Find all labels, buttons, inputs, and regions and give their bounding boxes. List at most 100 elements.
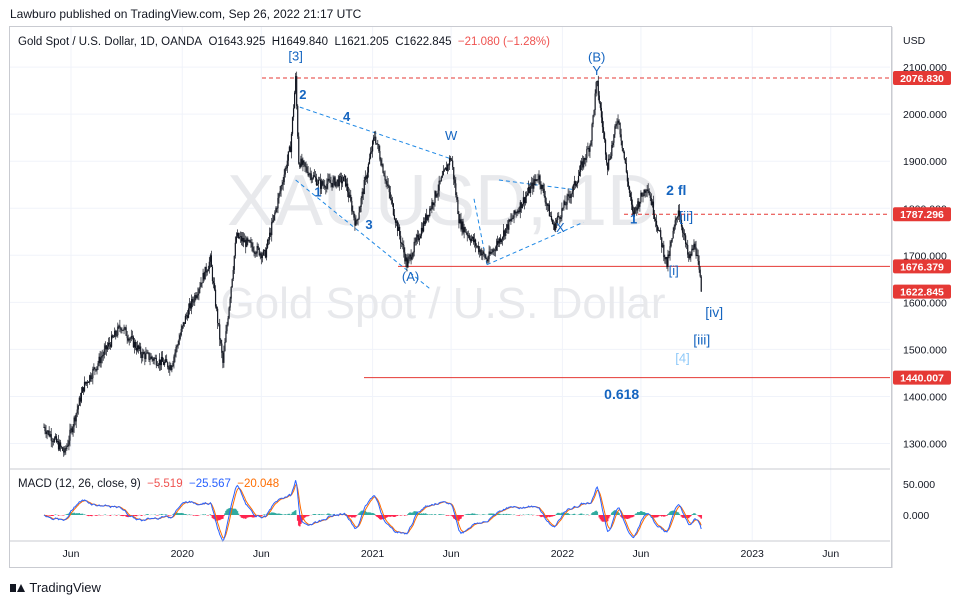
- macd-histogram-bar: [639, 511, 641, 515]
- macd-histogram-bar: [228, 508, 230, 515]
- candle-down: [447, 164, 450, 166]
- macd-histogram-bar: [268, 512, 271, 515]
- candle-up: [589, 145, 591, 152]
- candle-up: [169, 365, 171, 370]
- candle-up: [343, 175, 346, 177]
- candle-down: [539, 175, 541, 185]
- candle-up: [436, 194, 438, 197]
- candle-down: [94, 367, 96, 370]
- macd-histogram-bar: [499, 514, 502, 515]
- candle-up: [225, 331, 227, 343]
- candle-down: [52, 441, 54, 443]
- candle-up: [184, 315, 186, 324]
- macd-histogram-bar: [202, 514, 204, 515]
- candle-up: [146, 352, 148, 354]
- candle-down: [170, 365, 172, 371]
- candle-up: [446, 164, 449, 171]
- macd-histogram-bar: [518, 515, 521, 516]
- candle-up: [571, 191, 573, 195]
- candle-up: [290, 133, 293, 153]
- candle-down: [375, 136, 377, 144]
- macd-histogram-bar: [274, 512, 276, 515]
- candle-down: [325, 187, 327, 189]
- candle-down: [454, 179, 456, 184]
- candle-down: [682, 232, 685, 234]
- candle-up: [268, 239, 270, 241]
- candle-down: [314, 176, 316, 178]
- candle-down: [205, 266, 207, 273]
- candle-up: [500, 239, 503, 243]
- candle-up: [124, 327, 126, 329]
- candle-down: [298, 136, 300, 164]
- candle-down: [220, 339, 222, 344]
- macd-histogram-bar: [234, 508, 237, 515]
- candle-up: [114, 330, 116, 337]
- macd-histogram-bar: [561, 512, 563, 515]
- macd-histogram-bar: [211, 515, 214, 519]
- x-tick-label: 2022: [551, 548, 575, 560]
- wave-label: 1: [630, 211, 637, 226]
- macd-histogram-bar: [251, 515, 253, 518]
- candle-down: [653, 214, 656, 219]
- macd-histogram-bar: [553, 515, 556, 516]
- candle-up: [461, 221, 463, 230]
- tradingview-brand[interactable]: TradingView: [10, 580, 101, 595]
- candle-down: [301, 158, 303, 165]
- macd-histogram-bar: [259, 515, 262, 516]
- macd-histogram-bar: [270, 512, 273, 515]
- macd-histogram-bar: [651, 515, 654, 517]
- candle-down: [404, 252, 406, 262]
- candle-down: [388, 186, 390, 193]
- change-value: −21.080 (−1.28%): [457, 36, 550, 48]
- macd-histogram-bar: [80, 513, 83, 515]
- macd-histogram-bar: [317, 514, 320, 515]
- macd-histogram-bar: [489, 513, 491, 515]
- candle-down: [421, 227, 424, 232]
- macd-label: MACD (12, 26, close, 9): [18, 478, 141, 490]
- candle-down: [569, 196, 571, 198]
- candle-up: [282, 182, 284, 185]
- macd-histogram-bar: [451, 515, 454, 517]
- candle-down: [620, 134, 622, 141]
- macd-histogram-bar: [632, 515, 635, 517]
- candle-up: [78, 397, 80, 406]
- candle-up: [202, 273, 204, 284]
- candle-up: [73, 417, 75, 427]
- macd-histogram-bar: [600, 515, 603, 521]
- candle-up: [459, 219, 461, 224]
- candle-up: [496, 240, 498, 246]
- price-label-box: [893, 259, 951, 274]
- macd-histogram-bar: [77, 513, 80, 515]
- macd-histogram-bar: [549, 515, 552, 517]
- candle-down: [201, 282, 203, 284]
- candle-up: [413, 241, 415, 253]
- candle-up: [575, 183, 578, 186]
- macd-histogram-bar: [592, 512, 594, 515]
- candle-up: [533, 179, 535, 189]
- macd-histogram-bar: [450, 515, 453, 516]
- candle-up: [261, 255, 263, 259]
- candle-down: [365, 176, 367, 179]
- candle-down: [143, 352, 145, 354]
- candle-up: [471, 236, 474, 239]
- macd-histogram-bar: [188, 514, 191, 515]
- candle-down: [380, 159, 382, 166]
- candle-down: [477, 245, 479, 247]
- candle-down: [222, 352, 224, 363]
- candle-down: [183, 322, 185, 324]
- candle-down: [540, 184, 542, 189]
- macd-histogram-bar: [52, 515, 55, 516]
- macd-histogram-bar: [214, 515, 217, 521]
- candle-up: [407, 259, 409, 268]
- candle-up: [521, 204, 523, 209]
- candle-down: [600, 107, 602, 118]
- candle-up: [360, 198, 362, 207]
- x-tick-label: 2021: [361, 548, 385, 560]
- macd-histogram-bar: [212, 515, 215, 519]
- macd-histogram-bar: [161, 514, 164, 515]
- candle-down: [548, 204, 550, 217]
- candle-up: [662, 244, 664, 248]
- candle-down: [43, 427, 45, 428]
- candle-down: [50, 434, 52, 441]
